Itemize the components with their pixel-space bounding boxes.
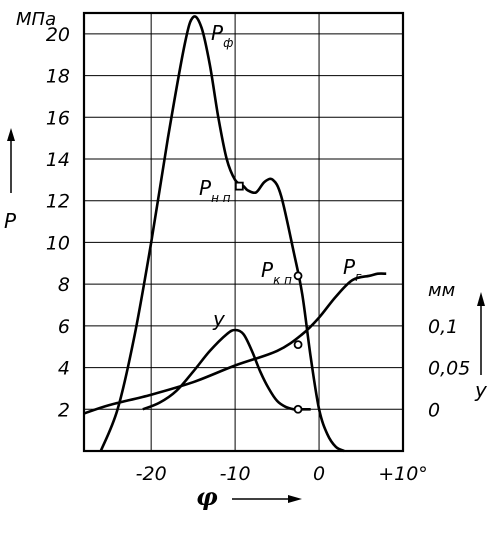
series-label-pg: Pг (343, 255, 362, 284)
markers (234, 181, 303, 414)
marker-label-pnp-sub: н п (211, 191, 231, 205)
marker-label-pkp: Pк п (261, 258, 292, 287)
y-left-tick-7: 16 (46, 107, 70, 129)
series-label-pg-sub: г (355, 270, 362, 284)
marker-label-pkp-main: P (261, 258, 274, 282)
y-left-tick-8: 18 (46, 66, 70, 88)
x-tick-3: +10° (378, 463, 428, 485)
y-left-unit: МПа (16, 9, 56, 30)
x-arrow-icon (232, 495, 302, 503)
y-left-tick-3: 8 (58, 274, 70, 296)
marker-label-pnp-main: P (199, 176, 212, 200)
x-tick-1: -10 (220, 463, 251, 485)
marker-circle-3 (293, 404, 303, 414)
series-label-pf-sub: ф (223, 36, 233, 50)
curve-y (142, 328, 311, 411)
x-tick-2: 0 (313, 463, 325, 485)
arrows (7, 128, 485, 503)
marker-circle-1 (293, 271, 303, 281)
grid (82, 11, 405, 453)
y-left-tick-9: 20 (46, 24, 70, 46)
y-right-unit: мм (428, 280, 455, 301)
marker-label-pnp: Pн п (199, 176, 231, 205)
y-left-tick-2: 6 (58, 316, 70, 338)
y-right-tick-1: 0,05 (428, 358, 470, 380)
plot-frame (82, 11, 405, 453)
marker-square-0 (234, 181, 244, 191)
series-label-pg-main: P (343, 255, 356, 279)
texts: МПа P мм y φ Pф Pг y Pн п Pк п 2 4 6 8 10 12 1… (4, 9, 488, 511)
y-left-arrow-icon (7, 128, 15, 193)
y-right-symbol: y (474, 378, 488, 402)
y-right-arrow-icon (477, 292, 485, 375)
marker-label-pkp-sub: к п (273, 273, 292, 287)
y-left-tick-0: 2 (58, 399, 70, 421)
series-label-pf: Pф (211, 21, 233, 50)
y-left-tick-5: 12 (46, 191, 70, 213)
y-right-tick-0: 0 (428, 399, 440, 421)
y-right-tick-2: 0,1 (428, 316, 458, 338)
y-left-tick-1: 4 (58, 358, 70, 380)
y-left-symbol: P (4, 209, 17, 233)
marker-circle-2 (293, 340, 303, 350)
x-axis-symbol: φ (196, 482, 218, 511)
curve-p-f (99, 15, 345, 453)
curve-p-g (83, 272, 387, 415)
x-tick-0: -20 (136, 463, 167, 485)
series-label-pf-main: P (211, 21, 224, 45)
y-left-tick-6: 14 (46, 149, 70, 171)
series-label-y: y (212, 307, 226, 331)
y-left-tick-4: 10 (46, 232, 70, 254)
